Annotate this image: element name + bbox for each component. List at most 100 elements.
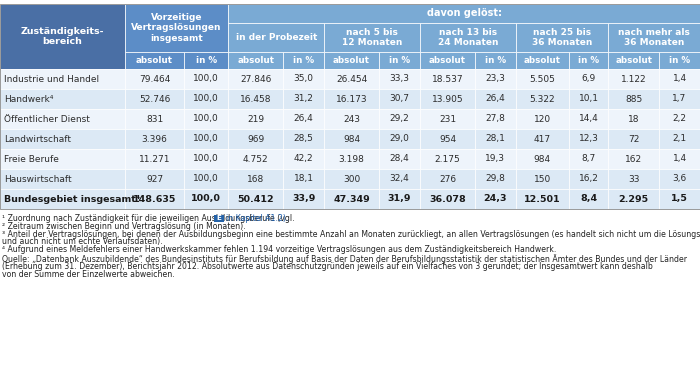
Bar [420, 23, 516, 52]
Text: 984: 984 [343, 135, 360, 144]
Bar [608, 89, 659, 109]
Bar [379, 109, 420, 129]
Text: 26.454: 26.454 [336, 74, 368, 83]
Text: E: E [216, 215, 221, 221]
Text: absolut: absolut [136, 56, 173, 65]
Text: nach 25 bis
36 Monaten: nach 25 bis 36 Monaten [532, 28, 592, 47]
Bar [228, 52, 284, 69]
Bar [608, 189, 659, 209]
Text: Quelle: „Datenbank Auszubildende“ des Bundesinstituts für Berufsbildung auf Basi: Quelle: „Datenbank Auszubildende“ des Bu… [2, 254, 687, 264]
Text: 219: 219 [247, 115, 265, 123]
Bar [659, 69, 700, 89]
Text: 29,0: 29,0 [390, 135, 410, 144]
Text: in %: in % [578, 56, 599, 65]
Text: Zuständigkeits-
bereich: Zuständigkeits- bereich [21, 27, 104, 46]
Bar [568, 169, 608, 189]
Bar [659, 189, 700, 209]
Text: 33,3: 33,3 [389, 74, 410, 83]
Bar [568, 129, 608, 149]
Bar [228, 4, 700, 23]
Bar [324, 89, 379, 109]
Text: und auch nicht um echte Verlaufsdaten).: und auch nicht um echte Verlaufsdaten). [2, 237, 162, 246]
Text: 23,3: 23,3 [485, 74, 505, 83]
Text: 18: 18 [628, 115, 640, 123]
Bar [475, 149, 516, 169]
Bar [568, 52, 608, 69]
Text: 1.122: 1.122 [621, 74, 647, 83]
Text: Industrie und Handel: Industrie und Handel [4, 74, 99, 83]
Bar [0, 149, 125, 169]
Bar [568, 109, 608, 129]
Text: (Erhebung zum 31. Dezember), Berichtsjahr 2012. Absolutwerte aus Datenschutzgrün: (Erhebung zum 31. Dezember), Berichtsjah… [2, 262, 652, 271]
Text: 13.905: 13.905 [432, 94, 463, 103]
Text: 162: 162 [625, 155, 643, 164]
Bar [324, 189, 379, 209]
Text: 28,5: 28,5 [294, 135, 314, 144]
Bar [284, 169, 324, 189]
Text: 1,5: 1,5 [671, 194, 688, 203]
Bar [125, 169, 184, 189]
Bar [516, 129, 568, 149]
Text: Öffentlicher Dienst: Öffentlicher Dienst [4, 115, 90, 123]
Bar [475, 69, 516, 89]
Text: 100,0: 100,0 [193, 74, 219, 83]
Bar [379, 189, 420, 209]
Text: nach 5 bis
12 Monaten: nach 5 bis 12 Monaten [342, 28, 402, 47]
Bar [324, 52, 379, 69]
Bar [516, 89, 568, 109]
Bar [125, 109, 184, 129]
Text: 16.173: 16.173 [336, 94, 368, 103]
Bar [608, 129, 659, 149]
Bar [379, 52, 420, 69]
Text: 100,0: 100,0 [191, 194, 221, 203]
Text: 4.752: 4.752 [243, 155, 269, 164]
Bar [608, 109, 659, 129]
Bar [184, 169, 228, 189]
Bar [516, 109, 568, 129]
Text: 100,0: 100,0 [193, 115, 219, 123]
Text: in %: in % [669, 56, 690, 65]
Bar [324, 169, 379, 189]
Text: 100,0: 100,0 [193, 155, 219, 164]
Bar [228, 189, 284, 209]
Text: 11.271: 11.271 [139, 155, 170, 164]
Bar [324, 149, 379, 169]
Bar [0, 109, 125, 129]
Text: 885: 885 [625, 94, 643, 103]
Text: Freie Berufe: Freie Berufe [4, 155, 59, 164]
Bar [568, 149, 608, 169]
Bar [608, 149, 659, 169]
Bar [608, 69, 659, 89]
Bar [0, 4, 125, 69]
Text: 243: 243 [343, 115, 360, 123]
Bar [324, 129, 379, 149]
Text: 5.505: 5.505 [529, 74, 555, 83]
Text: 31,9: 31,9 [388, 194, 412, 203]
Text: 19,3: 19,3 [485, 155, 505, 164]
Text: 32,4: 32,4 [390, 174, 410, 183]
Text: 26,4: 26,4 [486, 94, 505, 103]
Bar [659, 169, 700, 189]
Text: 18,1: 18,1 [294, 174, 314, 183]
Text: 2.295: 2.295 [619, 194, 649, 203]
Bar [516, 189, 568, 209]
Text: 28,1: 28,1 [485, 135, 505, 144]
Text: Landwirtschaft: Landwirtschaft [4, 135, 71, 144]
Text: 8,4: 8,4 [580, 194, 597, 203]
Text: absolut: absolut [429, 56, 466, 65]
Bar [184, 52, 228, 69]
Bar [228, 149, 284, 169]
Bar [228, 23, 324, 52]
Text: Bundesgebiet insgesamt⁴: Bundesgebiet insgesamt⁴ [4, 194, 140, 203]
Text: 150: 150 [533, 174, 551, 183]
Text: ² Zeitraum zwischen Beginn und Vertragslösung (in Monaten).: ² Zeitraum zwischen Beginn und Vertragsl… [2, 222, 246, 231]
Bar [420, 89, 475, 109]
Text: ³ Anteil der Vertragslösungen, bei denen der Ausbildungsbeginn eine bestimmte An: ³ Anteil der Vertragslösungen, bei denen… [2, 230, 700, 239]
Bar [475, 52, 516, 69]
Bar [284, 109, 324, 129]
Text: 100,0: 100,0 [193, 94, 219, 103]
Bar [659, 129, 700, 149]
Bar [284, 189, 324, 209]
Text: 2.175: 2.175 [435, 155, 461, 164]
Bar [125, 149, 184, 169]
